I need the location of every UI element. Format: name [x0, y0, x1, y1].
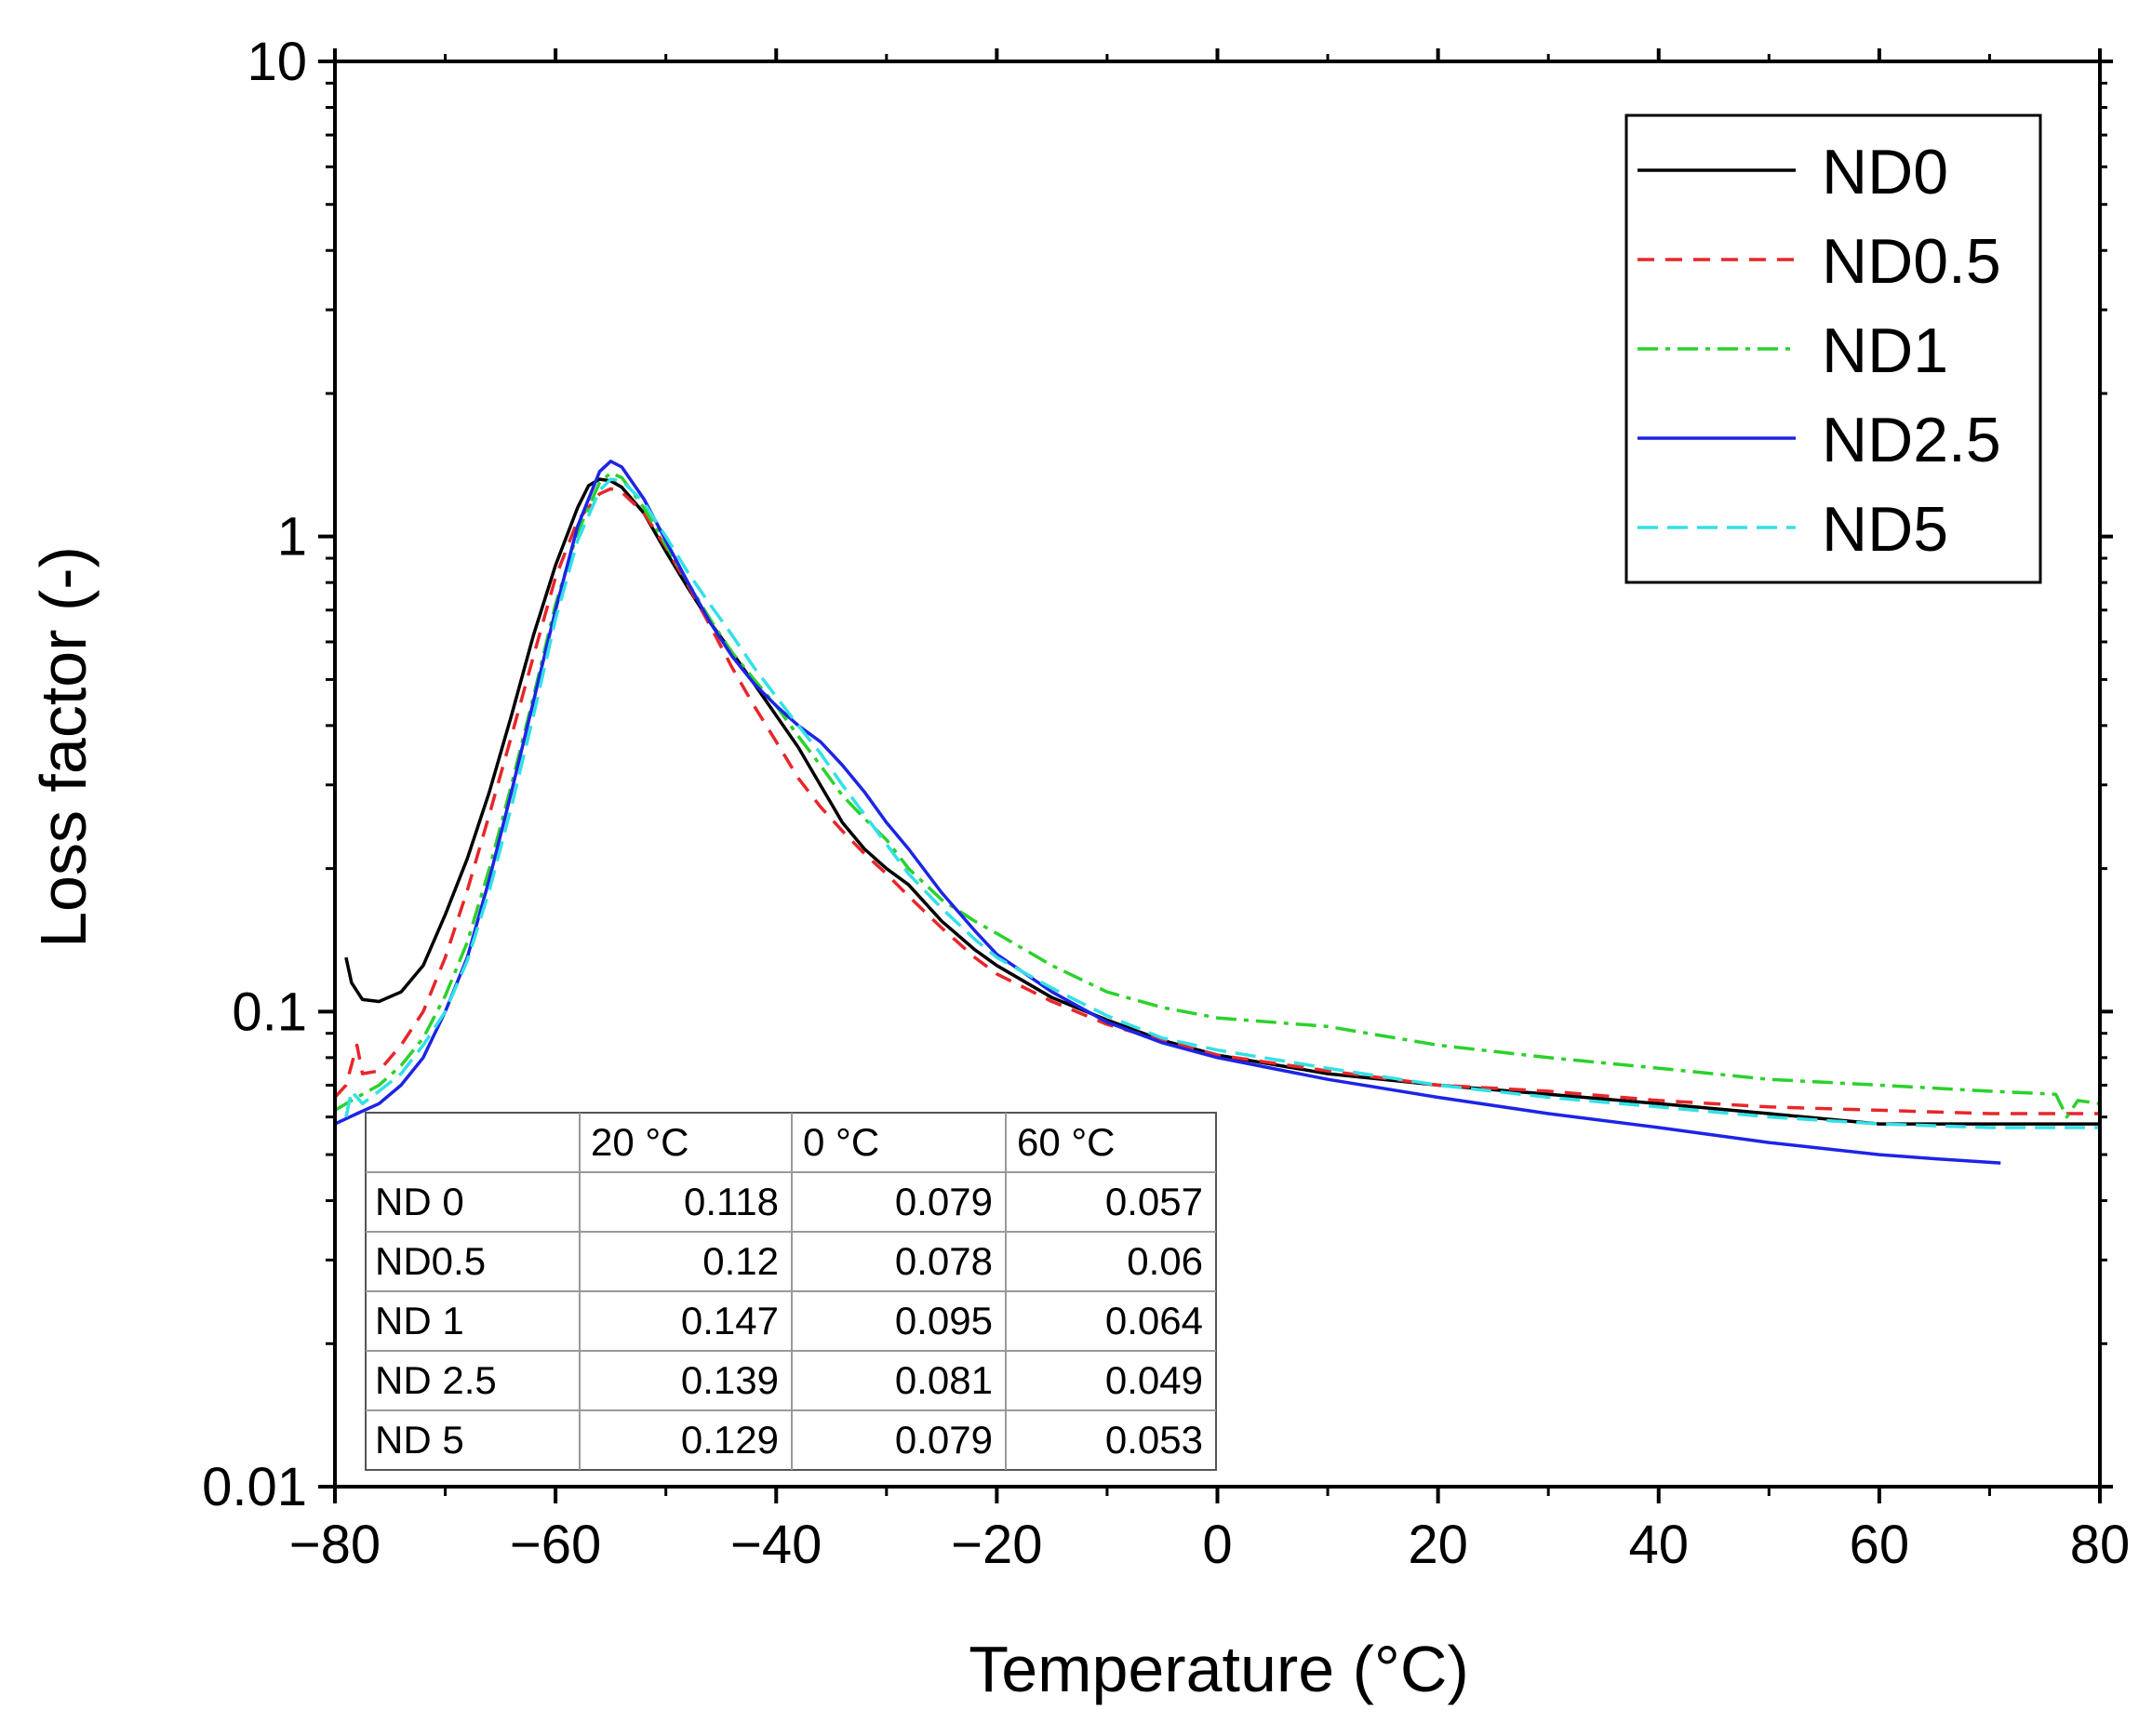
y-tick-label: 0.01 — [202, 1457, 307, 1517]
series-line-ND2.5 — [335, 460, 2001, 1165]
table-cell: 0.049 — [1105, 1358, 1203, 1402]
table-cell: 0.06 — [1127, 1239, 1203, 1283]
table-cell: 0.118 — [684, 1180, 779, 1223]
x-tick-label: 60 — [1850, 1515, 1910, 1575]
x-tick-label: −40 — [730, 1515, 822, 1575]
table-cell: 0.147 — [681, 1299, 779, 1342]
table-header-cell: 60 °C — [1017, 1120, 1116, 1164]
table-row-label: ND0.5 — [375, 1239, 486, 1283]
x-tick-label: −80 — [289, 1515, 381, 1575]
table-row-label: ND 2.5 — [375, 1358, 497, 1402]
series-layer — [335, 460, 2100, 1165]
x-tick-label: 40 — [1628, 1515, 1689, 1575]
x-axis-title: Temperature (°C) — [969, 1633, 1469, 1705]
table-cell: 0.129 — [681, 1418, 779, 1462]
series-line-ND5 — [344, 477, 2100, 1129]
x-tick-label: −60 — [510, 1515, 601, 1575]
x-tick-label: −20 — [951, 1515, 1042, 1575]
legend-label-ND0.5: ND0.5 — [1822, 226, 2001, 297]
table-cell: 0.079 — [895, 1180, 993, 1223]
y-tick-label: 0.1 — [232, 982, 307, 1042]
table-row-label: ND 1 — [375, 1299, 464, 1342]
y-tick-label: 1 — [277, 507, 307, 568]
y-axis-title: Loss factor (-) — [27, 546, 100, 948]
table-cell: 0.139 — [681, 1358, 779, 1402]
table-cell: 0.079 — [895, 1418, 993, 1462]
x-tick-label: 20 — [1408, 1515, 1468, 1575]
series-line-ND0.5 — [335, 487, 2100, 1115]
y-tick-label: 10 — [247, 32, 307, 92]
table-cell: 0.078 — [895, 1239, 993, 1283]
x-tick-label: 80 — [2070, 1515, 2131, 1575]
legend-label-ND0: ND0 — [1822, 137, 1948, 207]
table-cell: 0.064 — [1105, 1299, 1203, 1342]
x-tick-label: 0 — [1202, 1515, 1232, 1575]
table-header-cell: 0 °C — [803, 1120, 879, 1164]
legend-label-ND1: ND1 — [1822, 315, 1948, 386]
legend: ND0 ND0.5 ND1 ND2.5 ND5 — [1624, 114, 2042, 584]
legend-label-ND2.5: ND2.5 — [1822, 405, 2001, 475]
inset-table: 20 °C 0 °C 60 °C ND 0 0.118 0.079 0.057 ND0.5 0.… — [365, 1112, 1217, 1471]
table-cell: 0.053 — [1105, 1418, 1203, 1462]
table-header-cell: 20 °C — [591, 1120, 689, 1164]
table-cell: 0.12 — [702, 1239, 779, 1283]
table-cell: 0.095 — [895, 1299, 993, 1342]
table-cell: 0.081 — [895, 1358, 993, 1402]
series-line-ND1 — [335, 471, 2100, 1119]
table-row-label: ND 0 — [375, 1180, 464, 1223]
table-row-label: ND 5 — [375, 1418, 464, 1462]
legend-label-ND5: ND5 — [1822, 494, 1948, 565]
table-cell: 0.057 — [1105, 1180, 1203, 1223]
